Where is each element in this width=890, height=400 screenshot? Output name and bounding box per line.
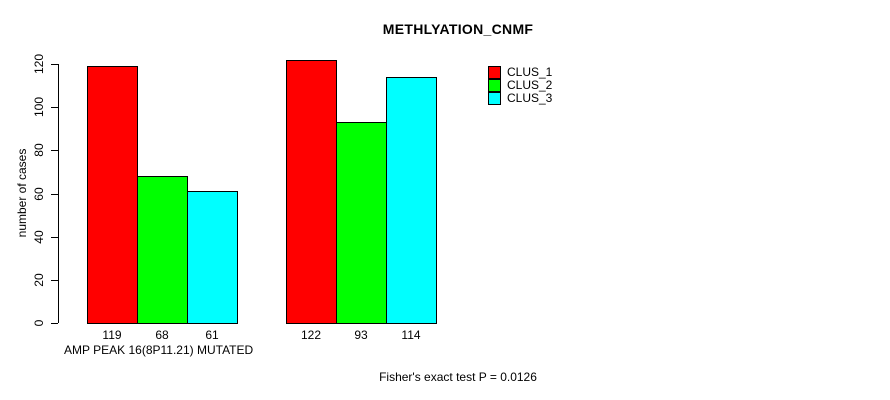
bar-value-label: 93: [354, 328, 368, 342]
y-tick-mark: [51, 107, 58, 108]
legend: CLUS_1 CLUS_2 CLUS_3: [488, 66, 552, 105]
bar-clus_2-group2: [336, 122, 387, 324]
legend-label: CLUS_2: [507, 78, 553, 92]
legend-label: CLUS_1: [507, 65, 553, 79]
bar-clus_1-group1: [87, 66, 138, 324]
y-tick-label: 120: [32, 53, 46, 75]
bar-clus_3-group1: [187, 191, 238, 324]
legend-label: CLUS_3: [507, 91, 553, 105]
bar-clus_1-group2: [286, 60, 337, 324]
bar-value-label: 61: [205, 328, 219, 342]
y-tick-mark: [51, 150, 58, 151]
legend-swatch-clus_3: [488, 92, 501, 105]
y-tick-mark: [51, 194, 58, 195]
legend-item-clus_3: CLUS_3: [488, 92, 552, 105]
legend-item-clus_2: CLUS_2: [488, 79, 552, 92]
bar-value-label: 122: [300, 328, 322, 342]
y-tick-label: 80: [32, 143, 46, 157]
y-tick-mark: [51, 323, 58, 324]
y-tick-label: 20: [32, 273, 46, 287]
chart-title: METHLYATION_CNMF: [382, 21, 534, 37]
y-tick-label: 100: [32, 96, 46, 118]
legend-swatch-clus_2: [488, 79, 501, 92]
y-tick-label: 60: [32, 187, 46, 201]
bar-clus_3-group2: [386, 77, 437, 324]
bar-clus_2-group1: [137, 176, 188, 324]
y-tick-label: 0: [32, 319, 46, 327]
bar-value-label: 114: [401, 328, 421, 342]
y-tick-mark: [51, 64, 58, 65]
bar-value-label: 68: [155, 328, 169, 342]
footnote-fisher-test: Fisher's exact test P = 0.0126: [379, 370, 537, 384]
bar-value-label: 119: [102, 328, 122, 342]
legend-swatch-clus_1: [488, 66, 501, 79]
legend-item-clus_1: CLUS_1: [488, 66, 552, 79]
y-tick-label: 40: [32, 230, 46, 244]
x-axis-label: AMP PEAK 16(8P11.21) MUTATED: [64, 343, 254, 357]
y-tick-mark: [51, 280, 58, 281]
y-axis-line: [58, 64, 59, 323]
y-tick-mark: [51, 237, 58, 238]
